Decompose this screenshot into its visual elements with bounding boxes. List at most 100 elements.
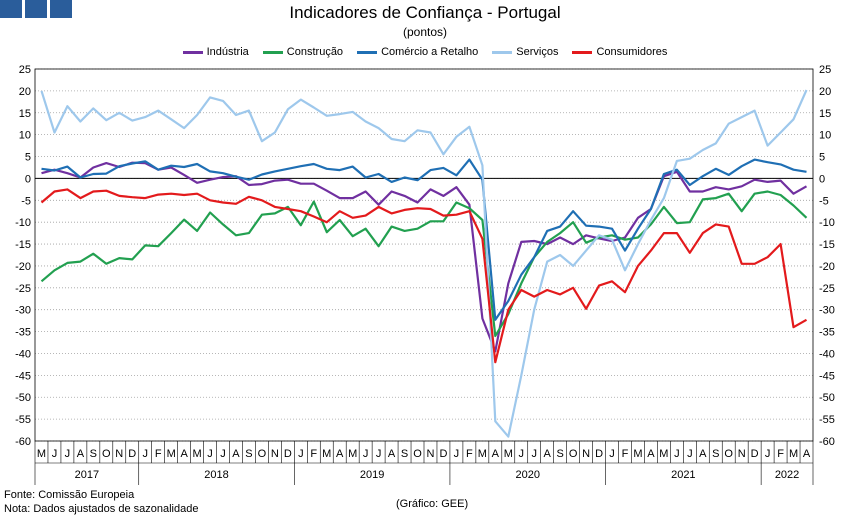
series-line-serviços	[40, 89, 808, 438]
x-month-label: J	[65, 448, 71, 460]
legend-swatch	[182, 50, 203, 54]
x-month-label: O	[724, 448, 733, 460]
y-tick-label-right: -40	[819, 348, 835, 360]
y-tick-label-right: -15	[819, 239, 835, 251]
series-line-indústria	[41, 161, 808, 353]
legend-swatch	[357, 50, 378, 54]
legend-label: Construção	[286, 46, 344, 58]
y-tick-label-right: 0	[819, 173, 825, 185]
gee-logo	[0, 0, 72, 18]
x-month-label: J	[687, 448, 693, 460]
x-month-label: M	[192, 448, 201, 460]
y-tick-label-right: 10	[819, 130, 831, 142]
y-tick-label-right: -30	[819, 305, 835, 317]
series-line-comércio-a-retalho	[41, 158, 807, 321]
x-month-label: O	[569, 448, 578, 460]
legend-swatch	[492, 50, 513, 54]
y-tick-label-right: 5	[819, 152, 825, 164]
y-tick-label-right: -20	[819, 261, 835, 273]
x-month-label: J	[519, 448, 525, 460]
y-tick-label-left: -15	[15, 239, 31, 251]
y-tick-label-right: -10	[819, 217, 835, 229]
legend-entry: Indústria	[182, 46, 249, 58]
x-month-label: J	[220, 448, 226, 460]
x-month-label: J	[207, 448, 213, 460]
legend-entry: Consumidores	[572, 46, 667, 58]
chart-subtitle: (pontos)	[402, 25, 448, 39]
legend-swatch	[572, 50, 593, 54]
x-month-label: N	[427, 448, 435, 460]
x-month-label: J	[52, 448, 58, 460]
chart-legend: Indústria Construção Comércio a Retalho Ser…	[0, 46, 850, 58]
x-year-label: 2020	[515, 469, 539, 481]
x-month-label: F	[777, 448, 784, 460]
y-tick-label-right: 15	[819, 108, 831, 120]
y-tick-label-right: -60	[819, 436, 835, 448]
y-tick-label-right: -35	[819, 327, 835, 339]
x-month-label: J	[531, 448, 537, 460]
y-tick-label-left: 5	[25, 152, 31, 164]
x-month-label: A	[544, 448, 552, 460]
legend-label: Consumidores	[596, 46, 668, 58]
x-month-label: J	[142, 448, 148, 460]
y-tick-label-right: -55	[819, 414, 835, 426]
legend-entry: Comércio a Retalho	[357, 46, 478, 58]
x-month-label: F	[310, 448, 317, 460]
x-month-label: M	[504, 448, 513, 460]
x-month-label: J	[363, 448, 369, 460]
y-tick-label-left: -30	[15, 305, 31, 317]
x-month-label: F	[466, 448, 473, 460]
series-line-construção	[40, 190, 808, 338]
x-month-label: D	[595, 448, 603, 460]
x-month-label: S	[90, 448, 97, 460]
y-tick-label-right: -25	[819, 283, 835, 295]
x-year-label: 2021	[671, 469, 695, 481]
y-tick-label-left: -35	[15, 327, 31, 339]
x-month-label: O	[413, 448, 422, 460]
x-month-label: M	[37, 448, 46, 460]
y-tick-label-left: -40	[15, 348, 31, 360]
x-month-label: J	[674, 448, 680, 460]
y-tick-label-left: -55	[15, 414, 31, 426]
x-month-label: J	[376, 448, 382, 460]
x-month-label: M	[167, 448, 176, 460]
x-month-label: J	[298, 448, 304, 460]
legend-label: Serviços	[516, 46, 559, 58]
x-month-label: F	[155, 448, 162, 460]
legend-label: Indústria	[206, 46, 249, 58]
x-month-label: N	[738, 448, 746, 460]
series-line-consumidores	[40, 188, 808, 364]
y-tick-label-left: 20	[19, 86, 31, 98]
y-tick-label-right: 20	[819, 86, 831, 98]
x-month-label: A	[647, 448, 655, 460]
source-note: Fonte: Comissão Europeia	[4, 489, 135, 501]
x-month-label: O	[102, 448, 111, 460]
x-month-label: D	[751, 448, 759, 460]
seasonal-note: Nota: Dados ajustados de sazonalidade	[4, 503, 199, 515]
y-tick-label-right: 25	[819, 64, 831, 76]
x-month-label: S	[556, 448, 563, 460]
x-month-label: J	[765, 448, 771, 460]
x-month-label: M	[478, 448, 487, 460]
x-month-label: S	[401, 448, 408, 460]
x-year-label: 2019	[360, 469, 384, 481]
x-month-label: M	[633, 448, 642, 460]
x-month-label: N	[115, 448, 123, 460]
x-month-label: A	[77, 448, 85, 460]
x-month-label: A	[492, 448, 500, 460]
x-month-label: N	[582, 448, 590, 460]
legend-label: Comércio a Retalho	[381, 46, 479, 58]
y-tick-label-left: 10	[19, 130, 31, 142]
x-month-label: A	[388, 448, 396, 460]
y-tick-label-left: 0	[25, 173, 31, 185]
x-year-label: 2017	[75, 469, 99, 481]
x-month-label: F	[622, 448, 629, 460]
y-tick-label-right: -45	[819, 370, 835, 382]
x-month-label: A	[336, 448, 344, 460]
x-year-label: 2018	[204, 469, 228, 481]
legend-entry: Construção	[262, 46, 344, 58]
x-month-label: J	[609, 448, 615, 460]
y-tick-label-left: -50	[15, 392, 31, 404]
y-tick-label-left: -5	[21, 195, 31, 207]
